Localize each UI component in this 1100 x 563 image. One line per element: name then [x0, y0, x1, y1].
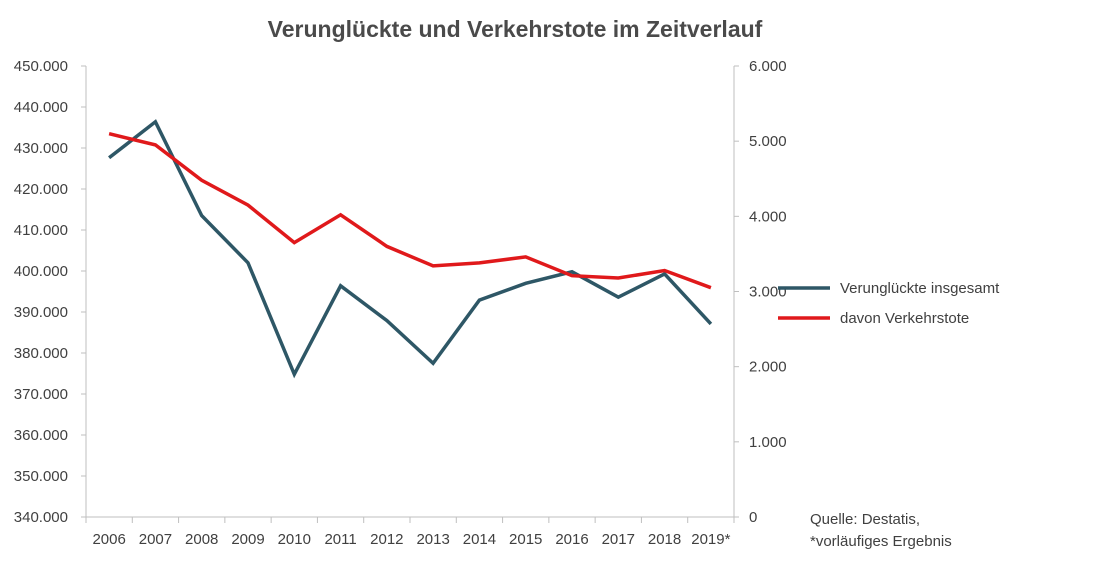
series-layer	[108, 119, 713, 379]
left-tick-label: 380.000	[14, 345, 68, 362]
left-tick-label: 360.000	[14, 427, 68, 444]
right-tick-label: 6.000	[749, 58, 787, 75]
x-tick-label: 2011	[324, 531, 356, 548]
right-tick-label: 0	[749, 509, 757, 526]
x-tick-label: 2015	[509, 531, 542, 548]
x-axis: 2006 2007 2008 2009 2010 2011 2012 2013 2014 2015…	[85, 516, 735, 548]
right-tick-label: 2.000	[749, 359, 787, 376]
x-tick-label: 2017	[602, 531, 635, 548]
x-tick-label: 2006	[92, 531, 125, 548]
legend-label-verunglueckte: Verunglückte insgesamt	[840, 280, 1000, 297]
left-tick-label: 420.000	[14, 181, 68, 198]
x-tick-label: 2007	[139, 531, 172, 548]
left-tick-label: 450.000	[14, 58, 68, 75]
x-tick-label: 2019*	[691, 531, 730, 548]
legend: Verunglückte insgesamt davon Verkehrstot…	[778, 280, 1000, 327]
source-note: Quelle: Destatis, *vorläufiges Ergebnis	[810, 511, 952, 550]
right-tick-label: 4.000	[749, 208, 787, 225]
left-tick-label: 370.000	[14, 386, 68, 403]
x-tick-label: 2018	[648, 531, 681, 548]
source-line-2: *vorläufiges Ergebnis	[810, 533, 952, 550]
left-tick-label: 440.000	[14, 99, 68, 116]
x-tick-label: 2016	[555, 531, 588, 548]
chart-title: Verunglückte und Verkehrstote im Zeitver…	[268, 16, 763, 42]
left-tick-label: 390.000	[14, 304, 68, 321]
right-tick-label: 1.000	[749, 434, 787, 451]
x-tick-label: 2008	[185, 531, 218, 548]
x-tick-label: 2014	[463, 531, 496, 548]
left-tick-label: 430.000	[14, 140, 68, 157]
x-tick-label: 2010	[278, 531, 311, 548]
right-y-axis: 0 1.000 2.000 3.000 4.000 5.000 6.000	[733, 58, 787, 526]
left-y-axis: 340.000 350.000 360.000 370.000 380.000 390.0…	[14, 58, 87, 526]
left-tick-label: 400.000	[14, 263, 68, 280]
x-tick-label: 2009	[231, 531, 264, 548]
x-tick-label: 2013	[416, 531, 449, 548]
series-line-verunglueckte	[108, 119, 713, 379]
left-tick-label: 410.000	[14, 222, 68, 239]
right-tick-label: 3.000	[749, 284, 787, 301]
right-tick-label: 5.000	[749, 133, 787, 150]
left-tick-label: 340.000	[14, 509, 68, 526]
x-tick-label: 2012	[370, 531, 403, 548]
series-line-verkehrstote	[108, 131, 712, 290]
left-tick-label: 350.000	[14, 468, 68, 485]
source-line-1: Quelle: Destatis,	[810, 511, 920, 528]
legend-label-verkehrstote: davon Verkehrstote	[840, 310, 969, 327]
